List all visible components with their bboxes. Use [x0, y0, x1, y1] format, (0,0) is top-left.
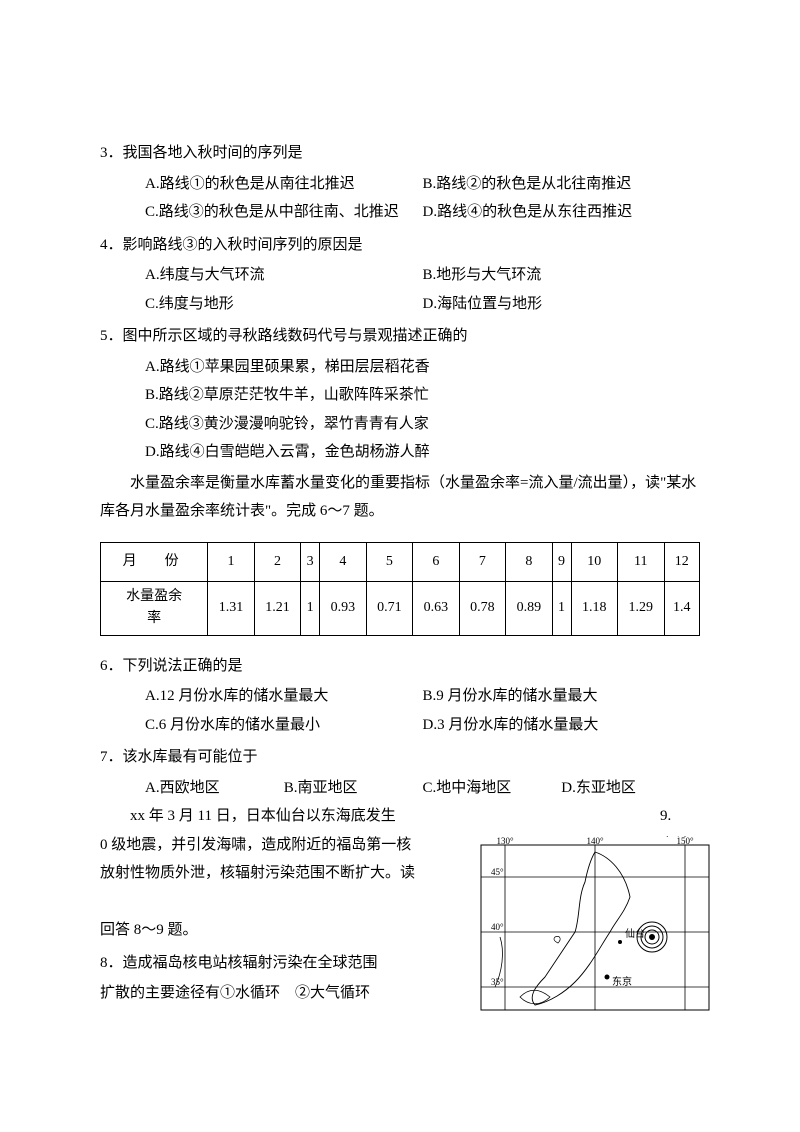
- v4: 0.93: [320, 582, 367, 636]
- m2: 2: [254, 542, 301, 582]
- q7-stem: 7．该水库最有可能位于: [100, 743, 700, 772]
- m7: 7: [459, 542, 506, 582]
- m12: 12: [664, 542, 700, 582]
- japan-map: 130° 140° 150° 45° 40° 35°: [480, 837, 710, 1012]
- q5-opt-b: B.路线②草原茫茫牧牛羊，山歌阵阵采茶忙: [145, 381, 700, 410]
- q7-opt-c: C.地中海地区: [423, 774, 562, 803]
- m6: 6: [413, 542, 460, 582]
- q6-opt-c: C.6 月份水库的储水量最小: [145, 711, 423, 740]
- m8: 8: [506, 542, 553, 582]
- svg-text:130°: 130°: [496, 837, 514, 846]
- q5-opt-a: A.路线①苹果园里硕果累，梯田层层稻花香: [145, 353, 700, 382]
- svg-text:45°: 45°: [491, 867, 504, 877]
- m4: 4: [320, 542, 367, 582]
- q3-opt-b: B.路线②的秋色是从北往南推迟: [423, 170, 701, 199]
- v12: 1.4: [664, 582, 700, 636]
- q4-opt-d: D.海陆位置与地形: [423, 290, 701, 319]
- q7-options: A.西欧地区 B.南亚地区 C.地中海地区 D.东亚地区: [100, 774, 700, 803]
- q4-options: A.纬度与大气环流 B.地形与大气环流 C.纬度与地形 D.海陆位置与地形: [100, 261, 700, 318]
- q6-opt-d: D.3 月份水库的储水量最大: [423, 711, 701, 740]
- q6-stem: 6．下列说法正确的是: [100, 652, 700, 681]
- q4-opt-c: C.纬度与地形: [145, 290, 423, 319]
- table-hdr-month: 月 份: [101, 542, 208, 582]
- q6-opt-a: A.12 月份水库的储水量最大: [145, 682, 423, 711]
- para-q6-7-intro: 水量盈余率是衡量水库蓄水量变化的重要指标（水量盈余率=流入量/流出量），读"某水…: [100, 469, 700, 526]
- m10: 10: [571, 542, 618, 582]
- q8-stem-l1: 8．造成福岛核电站核辐射污染在全球范围: [100, 949, 440, 978]
- q5-options: A.路线①苹果园里硕果累，梯田层层稻花香 B.路线②草原茫茫牧牛羊，山歌阵阵采茶…: [100, 353, 700, 467]
- v2: 1.21: [254, 582, 301, 636]
- q4-stem: 4．影响路线③的入秋时间序列的原因是: [100, 231, 700, 260]
- q3-options: A.路线①的秋色是从南往北推迟 B.路线②的秋色是从北往南推迟 C.路线③的秋色…: [100, 170, 700, 227]
- m3: 3: [301, 542, 320, 582]
- exam-page: 3．我国各地入秋时间的序列是 A.路线①的秋色是从南往北推迟 B.路线②的秋色是…: [0, 0, 800, 1068]
- v7: 0.78: [459, 582, 506, 636]
- q7-opt-d: D.东亚地区: [561, 774, 700, 803]
- water-surplus-table: 月 份 1 2 3 4 5 6 7 8 9 10 11 12 水量盈余率 1.3…: [100, 542, 700, 636]
- q7-opt-b: B.南亚地区: [284, 774, 423, 803]
- table-hdr-rate: 水量盈余率: [101, 582, 208, 636]
- v3: 1: [301, 582, 320, 636]
- q6-options: A.12 月份水库的储水量最大 B.9 月份水库的储水量最大 C.6 月份水库的…: [100, 682, 700, 739]
- q3-opt-d: D.路线④的秋色是从东往西推迟: [423, 198, 701, 227]
- svg-text:仙台: 仙台: [625, 927, 645, 940]
- v6: 0.63: [413, 582, 460, 636]
- v8: 0.89: [506, 582, 553, 636]
- q4-opt-b: B.地形与大气环流: [423, 261, 701, 290]
- q4-opt-a: A.纬度与大气环流: [145, 261, 423, 290]
- q3-stem: 3．我国各地入秋时间的序列是: [100, 139, 700, 168]
- svg-text:150°: 150°: [676, 837, 694, 846]
- m5: 5: [366, 542, 413, 582]
- q5-opt-d: D.路线④白雪皑皑入云霄，金色胡杨游人醉: [145, 438, 700, 467]
- svg-text:140°: 140°: [586, 837, 604, 846]
- svg-text:40°: 40°: [491, 922, 504, 932]
- q3-opt-a: A.路线①的秋色是从南往北推迟: [145, 170, 423, 199]
- v5: 0.71: [366, 582, 413, 636]
- m11: 11: [618, 542, 665, 582]
- q8-stem-l2: 扩散的主要途径有①水循环 ②大气循环: [100, 979, 440, 1008]
- v11: 1.29: [618, 582, 665, 636]
- m9: 9: [552, 542, 571, 582]
- map-wrap-area: 130° 140° 150° 45° 40° 35°: [100, 802, 700, 1008]
- q7-opt-a: A.西欧地区: [145, 774, 284, 803]
- v1: 1.31: [208, 582, 255, 636]
- v9: 1: [552, 582, 571, 636]
- q5-stem: 5．图中所示区域的寻秋路线数码代号与景观描述正确的: [100, 322, 700, 351]
- q5-opt-c: C.路线③黄沙漫漫响驼铃，翠竹青青有人家: [145, 410, 700, 439]
- m1: 1: [208, 542, 255, 582]
- v10: 1.18: [571, 582, 618, 636]
- q3-opt-c: C.路线③的秋色是从中部往南、北推迟: [145, 198, 423, 227]
- q6-opt-b: B.9 月份水库的储水量最大: [423, 682, 701, 711]
- map-svg: 130° 140° 150° 45° 40° 35°: [480, 837, 710, 1012]
- svg-text:东京: 东京: [612, 975, 632, 988]
